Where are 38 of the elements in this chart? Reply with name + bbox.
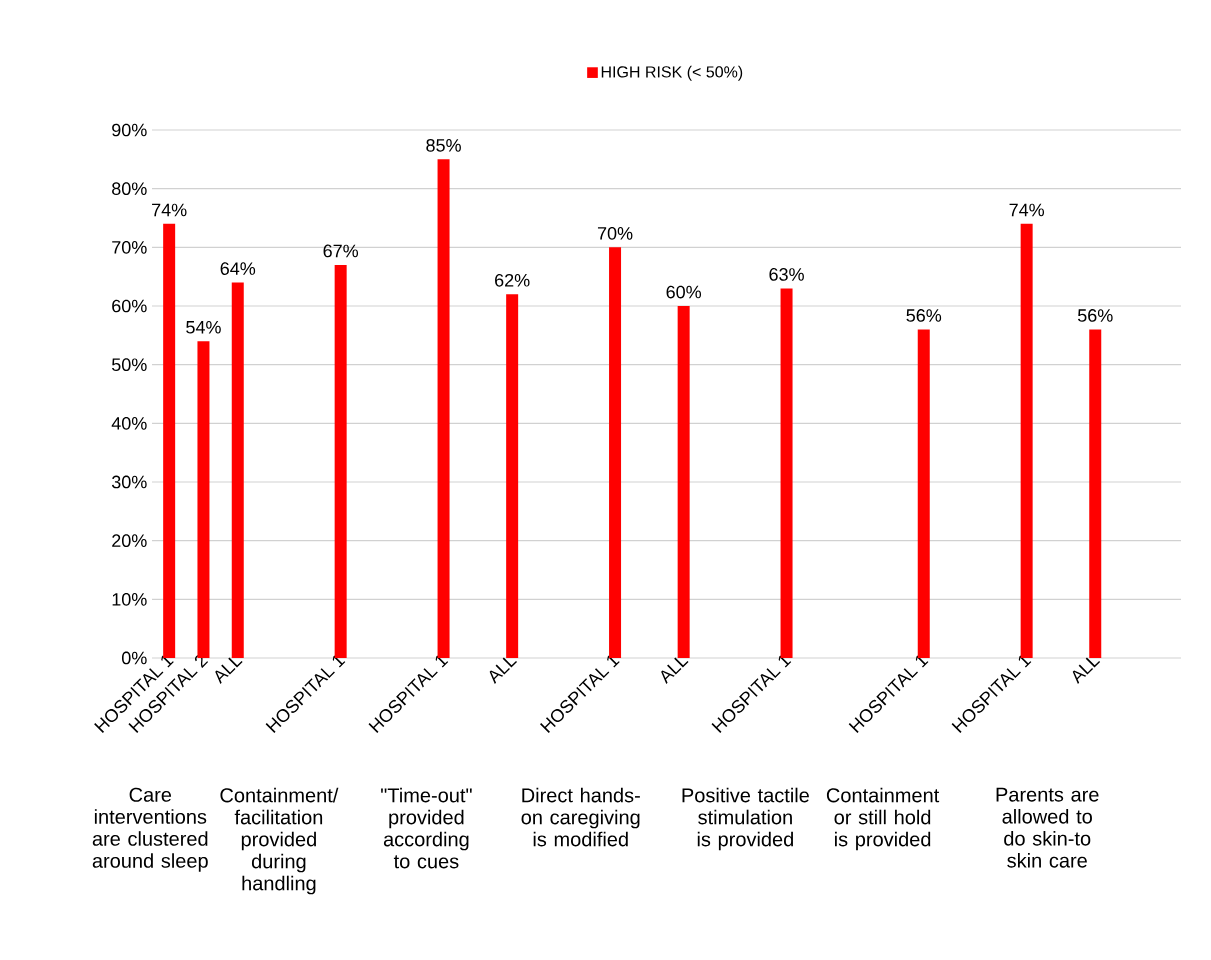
text: Containment/ facilitation provided during handling <box>220 787 339 895</box>
text: Positive tactile stimulation is provided <box>682 787 809 851</box>
data-label: 67% <box>323 244 359 258</box>
x-tick-label: ALL <box>215 657 243 685</box>
y-tick-label: 30% <box>111 475 147 489</box>
y-tick-label: 60% <box>112 299 147 313</box>
y-tick-label: 10% <box>112 592 147 606</box>
text: Parents are allowed to do skin-to skin care <box>996 787 1099 868</box>
data-label: 56% <box>1077 309 1113 322</box>
text: Direct hands-on caregiving is modified <box>521 787 640 847</box>
data-label: 62% <box>495 273 530 287</box>
bar <box>677 306 690 658</box>
data-label: 74% <box>1009 203 1045 217</box>
data-label: 70% <box>597 226 633 240</box>
legend-label: HIGH RISK (< 50%) <box>601 65 743 81</box>
data-label: 60% <box>666 285 702 299</box>
y-tick-label: 90% <box>112 123 147 137</box>
bar <box>231 282 244 658</box>
y-tick-label: 0% <box>121 651 147 665</box>
bar <box>506 294 519 658</box>
x-tick-label: ALL <box>1072 657 1101 685</box>
x-tick-label: ALL <box>661 657 689 685</box>
data-label: 74% <box>152 203 187 217</box>
data-label: 63% <box>769 268 804 281</box>
text: Containment or still hold is provided <box>826 787 940 851</box>
y-tick-label: 40% <box>111 416 147 430</box>
y-tick-label: 50% <box>111 358 147 372</box>
y-tick-label: 70% <box>112 240 147 254</box>
y-tick-label: 80% <box>112 182 147 196</box>
text: Care interventions are clustered around sleep <box>92 787 208 872</box>
y-tick-label: 20% <box>112 534 147 548</box>
data-label: 85% <box>426 138 461 152</box>
bar <box>1089 329 1102 658</box>
data-label: 54% <box>186 320 221 334</box>
data-label: 56% <box>906 309 942 322</box>
x-tick-label: ALL <box>489 657 518 685</box>
data-label: 64% <box>220 262 256 275</box>
text: "Time-out" provided according to cues <box>381 787 472 869</box>
